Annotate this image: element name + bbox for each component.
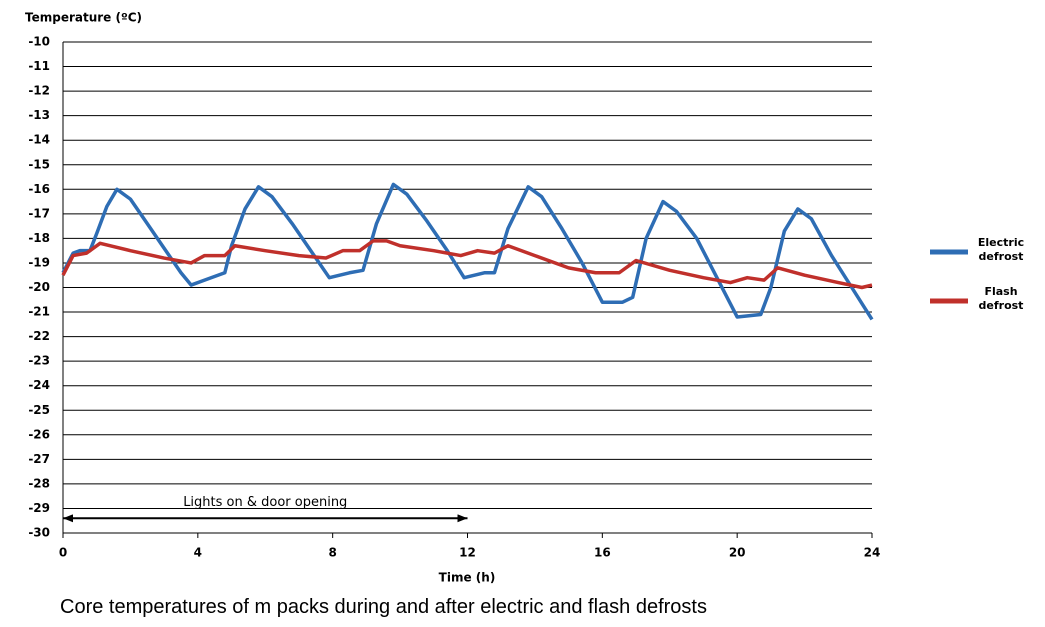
y-tick-label: -15 <box>28 157 50 171</box>
x-tick-label: 20 <box>729 546 746 560</box>
x-tick-label: 12 <box>459 546 476 560</box>
data-line <box>61 239 873 290</box>
x-tick-label: 0 <box>59 546 67 560</box>
data-line <box>61 182 874 321</box>
y-tick-label: -19 <box>28 255 50 269</box>
y-tick-label: -28 <box>28 476 50 490</box>
x-tick-label: 24 <box>864 546 881 560</box>
y-tick-label: -20 <box>28 280 50 294</box>
y-tick-label: -30 <box>28 526 50 540</box>
y-tick-label: -10 <box>28 35 50 49</box>
y-tick-label: -12 <box>28 84 50 98</box>
y-tick-label: -21 <box>28 305 50 319</box>
x-tick-label: 8 <box>328 546 336 560</box>
y-tick-label: -22 <box>28 329 50 343</box>
y-tick-label: -27 <box>28 452 50 466</box>
y-tick-label: -29 <box>28 501 50 515</box>
annotation-text: Lights on & door opening <box>183 495 347 510</box>
y-tick-label: -14 <box>28 133 50 147</box>
y-tick-label: -16 <box>28 182 50 196</box>
legend-label: Electric defrost <box>977 236 1025 263</box>
y-tick-label: -13 <box>28 108 50 122</box>
y-tick-label: -23 <box>28 354 50 368</box>
y-tick-label: -25 <box>28 403 50 417</box>
y-tick-label: -17 <box>28 206 50 220</box>
y-tick-label: -11 <box>28 59 50 73</box>
y-axis-label: Temperature (ºC) <box>25 11 142 25</box>
caption: Core temperatures of m packs during and … <box>60 596 707 618</box>
x-axis-label: Time (h) <box>439 571 496 585</box>
y-tick-label: -18 <box>28 231 50 245</box>
y-tick-label: -26 <box>28 427 50 441</box>
legend-label: Flash defrost <box>978 285 1024 312</box>
x-tick-label: 4 <box>194 546 202 560</box>
x-tick-label: 16 <box>594 546 611 560</box>
y-tick-label: -24 <box>28 378 50 392</box>
